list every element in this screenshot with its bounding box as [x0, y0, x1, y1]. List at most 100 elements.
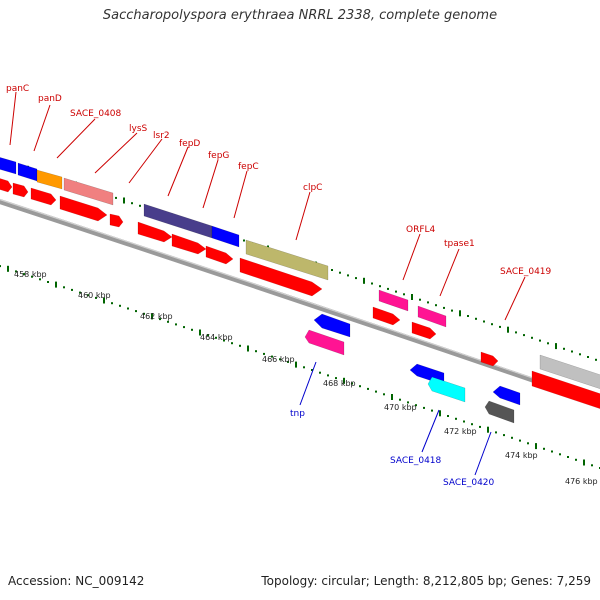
minor-tick: [339, 271, 341, 274]
minor-tick: [215, 336, 217, 339]
feature-panD[interactable]: [17, 162, 38, 182]
minor-tick: [467, 315, 469, 317]
gene-label-lsr2[interactable]: lsr2: [153, 131, 170, 141]
major-tick: [487, 426, 489, 433]
ruler-label: 470 kbp: [384, 403, 417, 412]
ruler-label: 460 kbp: [78, 291, 111, 300]
feature-tnp-pink[interactable]: [304, 329, 345, 356]
major-tick: [459, 310, 461, 317]
major-tick: [507, 326, 509, 333]
minor-tick: [447, 415, 449, 417]
gene-label-fepG[interactable]: fepG: [208, 151, 229, 161]
cds-arrow[interactable]: [137, 221, 173, 243]
minor-tick: [463, 420, 465, 423]
gene-label-tpase1[interactable]: tpase1: [444, 239, 475, 249]
minor-tick: [571, 350, 573, 353]
minor-tick: [427, 301, 429, 304]
minor-tick: [587, 356, 589, 358]
feature-SACE_0420-gray[interactable]: [484, 400, 515, 424]
major-tick: [151, 313, 153, 320]
minor-tick: [71, 288, 73, 291]
minor-tick: [387, 287, 389, 290]
minor-tick: [63, 286, 65, 289]
minor-tick: [0, 265, 1, 268]
cds-arrow[interactable]: [59, 195, 108, 222]
minor-tick: [431, 409, 433, 412]
genome-stats-text: Topology: circular; Length: 8,212,805 bp…: [261, 574, 591, 588]
minor-tick: [231, 342, 233, 345]
minor-tick: [543, 447, 545, 450]
cds-arrow[interactable]: [205, 245, 234, 265]
minor-tick: [403, 293, 405, 296]
label-leaders-top: [9, 91, 526, 321]
minor-tick: [399, 398, 401, 401]
minor-tick: [567, 456, 569, 458]
minor-tick: [243, 239, 245, 242]
minor-tick: [527, 442, 529, 445]
minor-tick: [95, 296, 97, 299]
cds-arrow[interactable]: [411, 321, 437, 340]
cds-arrow[interactable]: [480, 351, 499, 367]
feature-SACE_0408[interactable]: [36, 169, 63, 190]
gene-label-clpC[interactable]: clpC: [303, 183, 322, 193]
feature-fepG[interactable]: [211, 225, 240, 248]
minor-tick: [23, 273, 25, 276]
gene-label-SACE_0420[interactable]: SACE_0420: [443, 478, 495, 488]
minor-tick: [159, 318, 161, 321]
gene-labels-top: panC panD SACE_0408 lysS lsr2 fepD fepG …: [6, 84, 552, 277]
cds-arrow[interactable]: [239, 257, 323, 297]
feature-SACE_0419[interactable]: [539, 354, 600, 392]
minor-tick: [135, 310, 137, 313]
cds-arrow[interactable]: [109, 213, 124, 228]
gene-label-ORFL4[interactable]: ORFL4: [406, 225, 436, 235]
minor-tick: [551, 450, 553, 453]
cds-arrow[interactable]: [0, 177, 13, 193]
ruler-label: 476 kbp: [565, 477, 598, 486]
minor-tick: [591, 464, 593, 467]
feature-tnp-blue[interactable]: [313, 313, 351, 338]
feature-tpase1[interactable]: [417, 305, 447, 328]
major-tick: [583, 459, 585, 466]
minor-tick: [475, 317, 477, 320]
feature-clpC[interactable]: [245, 239, 329, 281]
ruler-tick-track: [0, 265, 600, 469]
gene-label-fepC[interactable]: fepC: [238, 162, 259, 172]
minor-tick: [355, 277, 357, 280]
gene-label-tnp[interactable]: tnp: [290, 409, 305, 419]
cds-arrow[interactable]: [30, 187, 57, 206]
cds-arrow[interactable]: [372, 306, 401, 326]
ruler-label: 468 kbp: [323, 379, 356, 388]
minor-tick: [547, 342, 549, 345]
accession-text: Accession: NC_009142: [8, 574, 145, 588]
minor-tick: [139, 204, 141, 207]
major-tick: [391, 394, 393, 400]
major-tick: [295, 361, 297, 368]
minor-tick: [319, 371, 321, 374]
cds-arrow[interactable]: [171, 233, 207, 255]
gene-label-SACE_0418[interactable]: SACE_0418: [390, 456, 442, 466]
ruler-label: 474 kbp: [505, 451, 538, 460]
feature-SACE_0418-cyan[interactable]: [427, 376, 466, 403]
minor-tick: [327, 374, 329, 377]
gene-label-panD[interactable]: panD: [38, 94, 62, 104]
gene-label-panC[interactable]: panC: [6, 84, 29, 94]
major-tick: [343, 377, 345, 384]
feature-SACE_0420-blue[interactable]: [492, 385, 521, 406]
gene-label-fepD[interactable]: fepD: [179, 139, 200, 149]
gene-label-SACE_0419[interactable]: SACE_0419: [500, 267, 552, 277]
minor-tick: [223, 339, 225, 342]
feature-panC[interactable]: [0, 156, 17, 175]
major-tick: [411, 294, 413, 300]
gene-label-lysS[interactable]: lysS: [129, 124, 148, 134]
cds-arrow[interactable]: [531, 370, 600, 412]
cds-arrow[interactable]: [12, 182, 29, 198]
minor-tick: [119, 304, 121, 307]
minor-tick: [191, 328, 193, 331]
minor-tick: [455, 417, 457, 420]
feature-lysS[interactable]: [63, 177, 114, 206]
feature-ORFL4[interactable]: [378, 289, 409, 312]
minor-tick: [595, 358, 597, 361]
minor-tick: [175, 323, 177, 326]
gene-label-SACE_0408[interactable]: SACE_0408: [70, 109, 122, 119]
minor-tick: [183, 326, 185, 329]
